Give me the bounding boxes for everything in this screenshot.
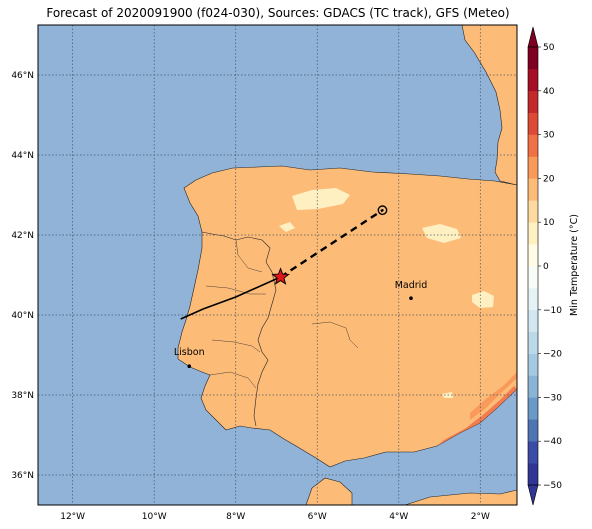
- colorbar-bin: [528, 419, 538, 442]
- colorbar-title: Min Temperature (°C): [569, 214, 580, 316]
- colorbar-bin: [528, 287, 538, 311]
- lat-tick-label: 44°N: [11, 151, 34, 161]
- colorbar-tick-label: 30: [543, 131, 555, 141]
- colorbar-bin: [528, 463, 538, 486]
- colorbar-tick-label: −10: [543, 306, 562, 316]
- warm-coast: [437, 386, 517, 446]
- region-lines: [205, 239, 359, 389]
- lon-tick-label: 6°W: [308, 512, 327, 522]
- colorbar-bin: [528, 112, 538, 135]
- colorbar-ticks: 50 40 30 20 10 0 −10 −20 −30 −40 −50: [538, 43, 562, 491]
- track-forecast-line: [279, 209, 384, 279]
- track-end-marker: [377, 205, 388, 216]
- track-end-dot: [381, 209, 384, 212]
- plot-frame: [37, 24, 518, 506]
- lon-tick-label: 10°W: [142, 512, 167, 522]
- colorbar-bin: [528, 134, 538, 157]
- lat-tick-label: 40°N: [11, 311, 34, 321]
- colorbar-extend-max: [527, 26, 539, 48]
- lon-tick-label: 2°W: [471, 512, 490, 522]
- madrid-marker: [409, 296, 413, 301]
- lat-tick-label: 38°N: [11, 391, 34, 401]
- portugal-border: [201, 231, 277, 427]
- colorbar-bin: [528, 156, 538, 179]
- colorbar-bin: [528, 309, 538, 332]
- latitude-labels: 46°N 44°N 42°N 40°N 38°N 36°N: [11, 71, 34, 481]
- storm-star-icon: [271, 267, 290, 285]
- lat-tick-label: 36°N: [11, 471, 34, 481]
- colorbar-bin: [528, 47, 538, 70]
- colorbar-bin: [528, 178, 538, 201]
- colorbar-bin: [528, 90, 538, 113]
- colorbar-tick-label: −50: [543, 481, 562, 491]
- lisbon-label: Lisbon: [174, 347, 205, 358]
- colorbar-tick-label: 20: [543, 174, 555, 184]
- colorbar-bin: [528, 397, 538, 420]
- colorbar-tick-label: −30: [543, 393, 562, 403]
- africa-land-2: [404, 489, 517, 505]
- colorbar: [527, 26, 539, 506]
- colorbar-bin: [528, 222, 538, 245]
- cities: Madrid Lisbon: [174, 280, 428, 369]
- colorbar-bin: [528, 68, 538, 92]
- lat-tick-label: 42°N: [11, 231, 34, 241]
- colorbar-tick-label: 10: [543, 218, 555, 228]
- cool-patch-1: [292, 188, 350, 210]
- colorbar-tick-label: −40: [543, 437, 562, 447]
- cool-patch-2: [422, 224, 461, 243]
- colorbar-bin: [528, 266, 538, 289]
- colorbar-tick-label: 0: [543, 262, 549, 272]
- track-past-line: [180, 276, 281, 320]
- warm-coast-2: [470, 372, 517, 420]
- colorbar-tick-label: −20: [543, 350, 562, 360]
- lisbon-marker: [187, 364, 192, 369]
- colorbar-bin: [528, 441, 538, 464]
- lon-tick-label: 12°W: [60, 512, 85, 522]
- lon-tick-label: 8°W: [226, 512, 245, 522]
- map-title: Forecast of 2020091900 (f024-030), Sourc…: [46, 6, 510, 20]
- colorbar-bin: [528, 353, 538, 376]
- colorbar-bin: [528, 200, 538, 223]
- iberia-land: [177, 165, 517, 468]
- colorbar-bin: [528, 244, 538, 267]
- colorbar-extend-min: [527, 484, 539, 506]
- lat-tick-label: 46°N: [11, 71, 34, 81]
- madrid-label: Madrid: [395, 280, 428, 291]
- tc-track: [180, 205, 388, 320]
- colorbar-tick-label: 50: [543, 43, 555, 53]
- grid: [38, 25, 517, 505]
- cool-patch-4: [279, 222, 295, 232]
- lon-tick-label: 4°W: [389, 512, 408, 522]
- colorbar-tick-label: 40: [543, 87, 555, 97]
- cool-patch-3: [472, 291, 494, 308]
- land-layer: [177, 25, 517, 505]
- colorbar-bin: [528, 331, 538, 354]
- colorbar-bin: [528, 375, 538, 398]
- longitude-labels: 12°W 10°W 8°W 6°W 4°W 2°W: [60, 512, 490, 522]
